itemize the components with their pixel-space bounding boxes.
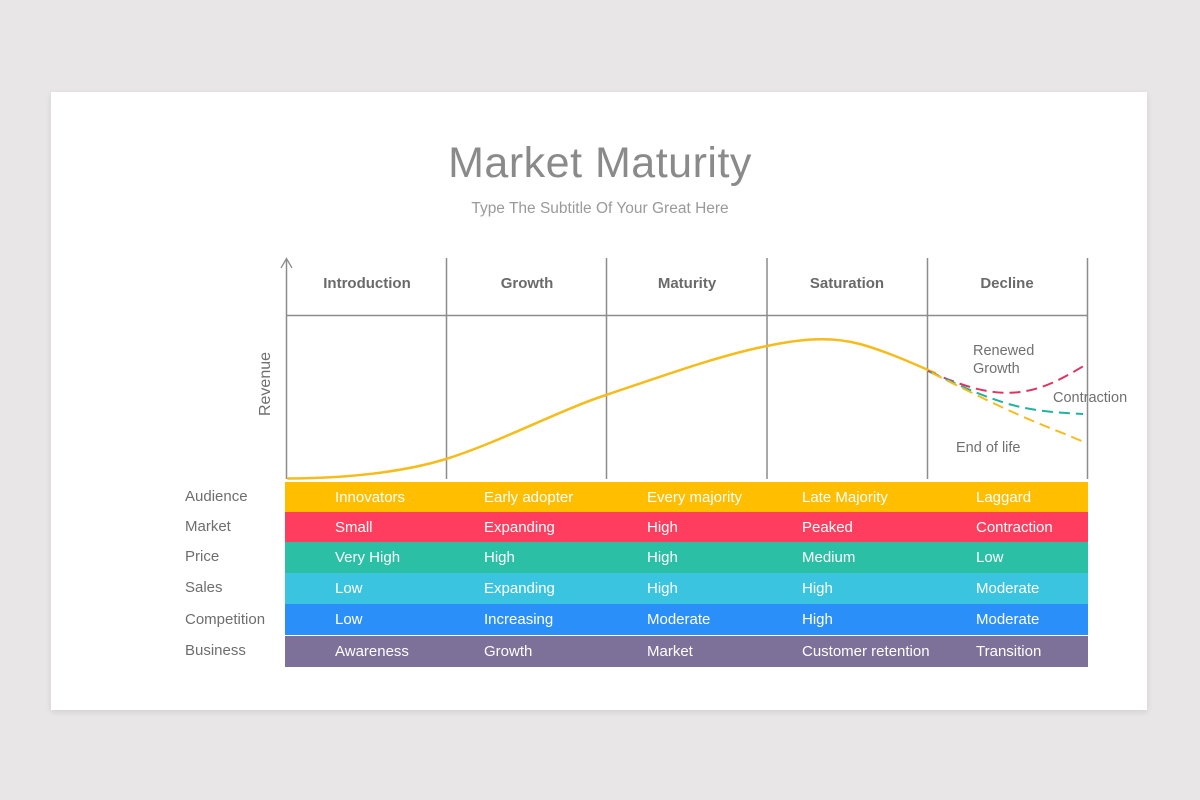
slide-title: Market Maturity	[448, 139, 752, 187]
table-cell: Growth	[484, 643, 533, 660]
y-axis-label: Revenue	[257, 351, 274, 417]
table-cell: Low	[335, 580, 363, 597]
table-cell: Small	[335, 519, 373, 536]
table-cell: High	[647, 549, 678, 566]
table-cell: Increasing	[484, 611, 554, 628]
table-cell: Low	[335, 611, 363, 628]
table-cell: Peaked	[802, 519, 853, 536]
row-label-audience: Audience	[185, 488, 248, 505]
table-cell: Moderate	[976, 580, 1040, 597]
table-cell: Awareness	[335, 643, 409, 660]
table-cell: Laggard	[976, 489, 1032, 506]
band-sales: Low Expanding High High Moderate	[285, 573, 1088, 604]
table-cell: High	[647, 580, 678, 597]
table-cell: Early adopter	[484, 489, 574, 506]
table-cell: High	[802, 611, 833, 628]
chart-grid	[285, 258, 1089, 479]
stage-header-maturity: Maturity	[657, 275, 717, 292]
table-cell: Expanding	[484, 519, 555, 536]
table-cell: Contraction	[976, 519, 1053, 536]
annotation-end-of-life: End of life	[956, 440, 1021, 456]
revenue-curve	[286, 337, 937, 480]
annotation-line: Renewed	[973, 343, 1035, 359]
row-label-sales: Sales	[185, 579, 223, 596]
table-cell: High	[647, 519, 678, 536]
arrow-up-icon	[280, 257, 293, 269]
stage-header-growth: Growth	[500, 275, 554, 292]
band-market: Small Expanding High Peaked Contraction	[285, 512, 1088, 543]
annotation-line: Growth	[973, 361, 1020, 377]
annotation-renewed-growth: Renewed Growth	[973, 342, 1034, 378]
band-audience: Innovators Early adopter Every majority …	[285, 482, 1088, 513]
table-cell: Innovators	[335, 489, 406, 506]
band-business: Awareness Growth Market Customer retenti…	[285, 636, 1088, 667]
row-label-competition: Competition	[185, 611, 266, 628]
table-cell: Very High	[335, 549, 401, 566]
table-cell: Every majority	[647, 489, 743, 506]
annotation-contraction: Contraction	[1053, 390, 1128, 406]
row-label-price: Price	[185, 548, 220, 565]
table-cell: Transition	[976, 643, 1042, 660]
row-label-market: Market	[185, 518, 231, 535]
band-competition: Low Increasing Moderate High Moderate	[285, 604, 1088, 635]
table-cell: Late Majority	[802, 489, 888, 506]
stage-header-saturation: Saturation	[809, 275, 885, 292]
table-cell: Market	[647, 643, 693, 660]
renewed-growth-line	[927, 363, 1088, 394]
table-cell: Moderate	[976, 611, 1040, 628]
table-cell: Expanding	[484, 580, 555, 597]
row-label-business: Business	[185, 642, 246, 659]
table-cell: Customer retention	[802, 643, 930, 660]
table-cell: Low	[976, 549, 1004, 566]
contraction-line	[929, 371, 1084, 415]
end-of-life-line	[931, 372, 1087, 444]
stage-header-decline: Decline	[980, 275, 1034, 292]
table-cell: Medium	[802, 549, 856, 566]
table-cell: High	[484, 549, 515, 566]
band-price: Very High High High Medium Low	[285, 542, 1088, 573]
slide-subtitle: Type The Subtitle Of Your Great Here	[471, 200, 729, 217]
table-cell: High	[802, 580, 833, 597]
table-cell: Moderate	[647, 611, 711, 628]
stage-header-introduction: Introduction	[323, 275, 411, 292]
